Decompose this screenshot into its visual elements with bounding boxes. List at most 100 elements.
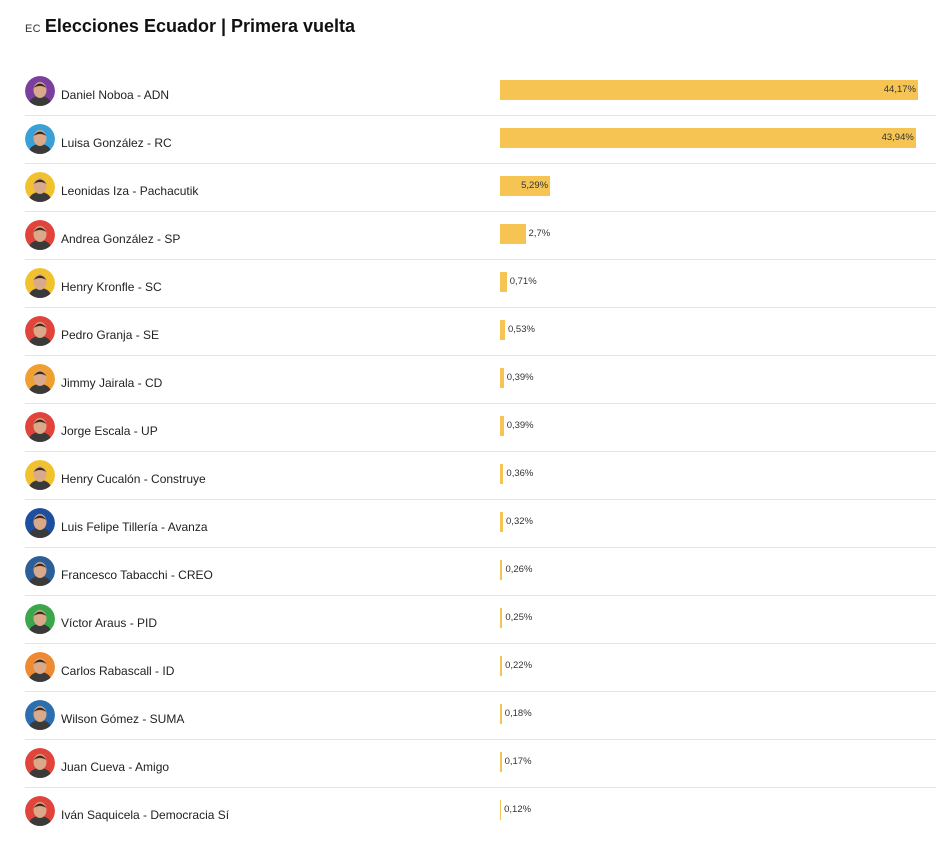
vote-bar (500, 608, 503, 628)
candidate-row: Jorge Escala - UP 0,39% (25, 404, 936, 452)
candidate-avatar (25, 412, 55, 442)
vote-bar (500, 368, 504, 388)
candidate-row: Juan Cueva - Amigo 0,17% (25, 740, 936, 788)
vote-percentage: 0,17% (504, 756, 532, 767)
vote-percentage: 0,71% (509, 276, 537, 287)
vote-percentage: 5,29% (521, 180, 549, 191)
candidate-row: Andrea González - SP 2,7% (25, 212, 936, 260)
vote-bar (500, 320, 505, 340)
candidate-avatar (25, 316, 55, 346)
candidate-name: Leonidas Iza - Pachacutik (61, 184, 199, 198)
candidate-row: Iván Saquicela - Democracia Sí 0,12% (25, 788, 936, 835)
vote-bar (500, 128, 916, 148)
candidate-avatar (25, 364, 55, 394)
candidate-name: Henry Cucalón - Construye (61, 472, 206, 486)
candidate-avatar (25, 796, 55, 826)
vote-percentage: 0,39% (506, 372, 534, 383)
candidate-name: Juan Cueva - Amigo (61, 760, 170, 774)
vote-percentage: 0,25% (505, 612, 533, 623)
candidate-name: Víctor Araus - PID (61, 616, 158, 630)
vote-bar (500, 224, 526, 244)
candidate-row: Wilson Gómez - SUMA 0,18% (25, 692, 936, 740)
candidate-row: Francesco Tabacchi - CREO 0,26% (25, 548, 936, 596)
vote-percentage: 0,26% (505, 564, 533, 575)
country-code: EC (25, 23, 41, 35)
vote-bar (500, 416, 504, 436)
chart-title: Elecciones Ecuador | Primera vuelta (44, 16, 356, 36)
bar-track: 0,25% (500, 608, 918, 628)
candidate-name: Francesco Tabacchi - CREO (61, 568, 213, 582)
results-list: Daniel Noboa - ADN 44,17% Luisa González -… (25, 68, 936, 835)
candidate-avatar (25, 460, 55, 490)
bar-track: 0,36% (500, 464, 918, 484)
vote-percentage: 0,12% (504, 804, 532, 815)
bar-track: 2,7% (500, 224, 918, 244)
candidate-row: Carlos Rabascall - ID 0,22% (25, 644, 936, 692)
candidate-row: Daniel Noboa - ADN 44,17% (25, 68, 936, 116)
vote-percentage: 0,36% (506, 468, 534, 479)
bar-track: 0,39% (500, 368, 918, 388)
candidate-row: Henry Cucalón - Construye 0,36% (25, 452, 936, 500)
candidate-name: Carlos Rabascall - ID (61, 664, 175, 678)
vote-percentage: 0,32% (506, 516, 533, 527)
candidate-row: Luis Felipe Tillería - Avanza 0,32% (25, 500, 936, 548)
candidate-avatar (25, 652, 55, 682)
candidate-avatar (25, 508, 55, 538)
bar-track: 44,17% (500, 80, 918, 100)
candidate-name: Andrea González - SP (61, 232, 181, 246)
bar-track: 0,71% (500, 272, 918, 292)
vote-percentage: 43,94% (881, 132, 914, 143)
candidate-row: Pedro Granja - SE 0,53% (25, 308, 936, 356)
chart-header: EC Elecciones Ecuador | Primera vuelta (25, 16, 355, 40)
vote-bar (500, 560, 503, 580)
bar-track: 5,29% (500, 176, 918, 196)
vote-percentage: 0,39% (506, 420, 534, 431)
vote-bar (500, 656, 503, 676)
candidate-avatar (25, 172, 55, 202)
vote-bar (500, 800, 502, 820)
candidate-avatar (25, 748, 55, 778)
candidate-name: Jimmy Jairala - CD (61, 376, 163, 390)
candidate-row: Jimmy Jairala - CD 0,39% (25, 356, 936, 404)
bar-track: 43,94% (500, 128, 918, 148)
vote-percentage: 0,53% (508, 324, 535, 335)
vote-bar (500, 80, 918, 100)
candidate-avatar (25, 124, 55, 154)
vote-percentage: 0,22% (505, 660, 533, 671)
candidate-name: Luisa González - RC (61, 136, 172, 150)
candidate-name: Luis Felipe Tillería - Avanza (61, 520, 208, 534)
vote-bar (500, 752, 502, 772)
vote-percentage: 2,7% (528, 228, 551, 239)
vote-bar (500, 512, 504, 532)
vote-bar (500, 464, 504, 484)
candidate-name: Iván Saquicela - Democracia Sí (61, 808, 230, 822)
bar-track: 0,26% (500, 560, 918, 580)
candidate-row: Leonidas Iza - Pachacutik 5,29% (25, 164, 936, 212)
candidate-name: Pedro Granja - SE (61, 328, 160, 342)
candidate-avatar (25, 556, 55, 586)
candidate-row: Henry Kronfle - SC 0,71% (25, 260, 936, 308)
vote-bar (500, 704, 502, 724)
bar-track: 0,32% (500, 512, 918, 532)
candidate-name: Wilson Gómez - SUMA (61, 712, 185, 726)
vote-bar (500, 272, 507, 292)
bar-track: 0,12% (500, 800, 918, 820)
vote-percentage: 0,18% (504, 708, 532, 719)
bar-track: 0,22% (500, 656, 918, 676)
candidate-avatar (25, 220, 55, 250)
candidate-name: Daniel Noboa - ADN (61, 88, 170, 102)
candidate-avatar (25, 76, 55, 106)
candidate-name: Jorge Escala - UP (61, 424, 158, 438)
candidate-avatar (25, 268, 55, 298)
vote-percentage: 44,17% (883, 84, 916, 95)
candidate-row: Víctor Araus - PID 0,25% (25, 596, 936, 644)
candidate-name: Henry Kronfle - SC (61, 280, 162, 294)
vote-bar (500, 176, 551, 196)
candidate-avatar (25, 604, 55, 634)
bar-track: 0,39% (500, 416, 918, 436)
bar-track: 0,53% (500, 320, 918, 340)
bar-track: 0,17% (500, 752, 918, 772)
candidate-row: Luisa González - RC 43,94% (25, 116, 936, 164)
candidate-avatar (25, 700, 55, 730)
bar-track: 0,18% (500, 704, 918, 724)
